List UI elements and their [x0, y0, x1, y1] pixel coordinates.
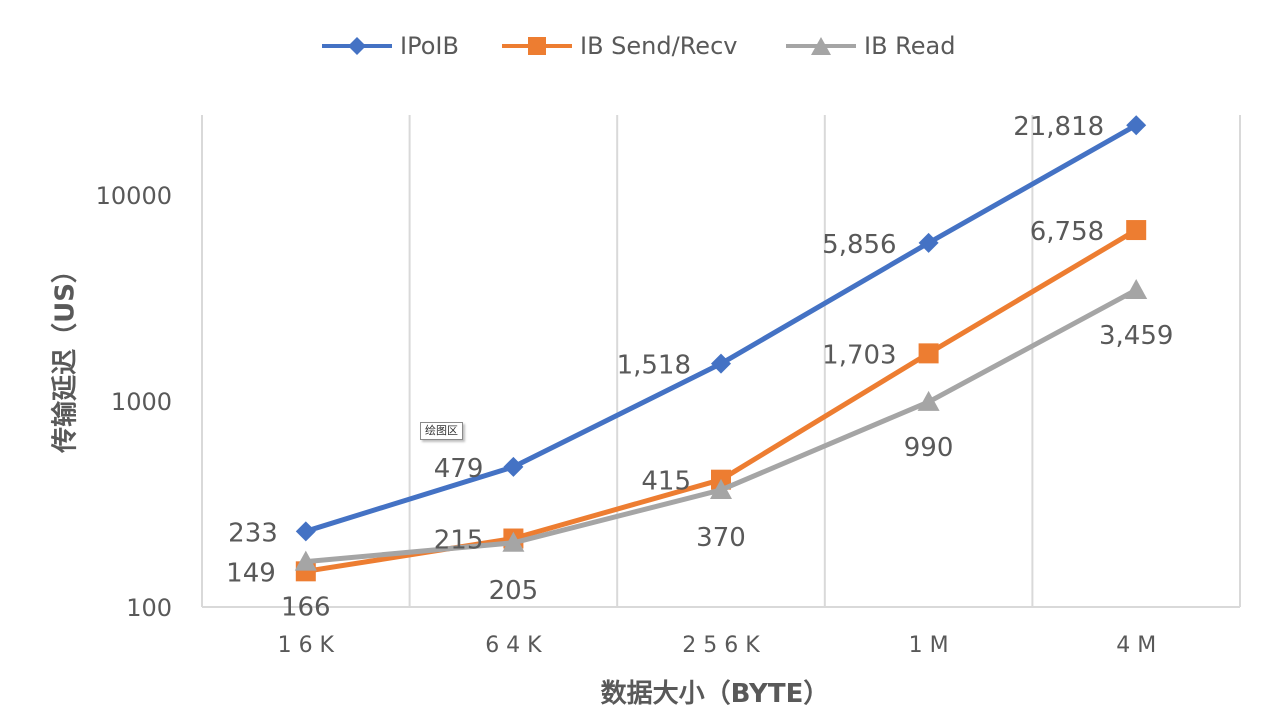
data-label: 21,818 — [1013, 112, 1104, 142]
data-point[interactable] — [1126, 220, 1147, 241]
data-label: 479 — [434, 454, 484, 484]
data-label: 166 — [281, 593, 331, 623]
data-label: 415 — [641, 467, 691, 497]
data-label: 205 — [489, 576, 539, 606]
y-axis-title: 传输延迟（US） — [50, 257, 81, 454]
data-point[interactable] — [1125, 278, 1148, 299]
data-label: 233 — [228, 518, 278, 548]
data-label: 1,703 — [822, 340, 896, 370]
data-point[interactable] — [502, 531, 525, 552]
diamond-marker-icon — [322, 37, 392, 55]
gridlines — [201, 115, 1241, 607]
square-marker-icon — [502, 37, 572, 55]
series-lines — [294, 115, 1148, 582]
data-labels: 233 479 1,518 5,856 21,818 149 215 415 1,703 6,75… — [226, 112, 1173, 622]
data-label: 1,518 — [617, 351, 691, 381]
data-point[interactable] — [295, 521, 316, 542]
data-point[interactable] — [711, 353, 731, 374]
legend-label: IB Read — [864, 32, 956, 60]
data-label: 990 — [904, 433, 954, 463]
legend-item-ib-read[interactable]: IB Read — [786, 26, 955, 66]
data-label: 5,856 — [822, 230, 896, 260]
series-line — [305, 227, 1138, 574]
x-tick-label: 6 4 K — [485, 633, 542, 658]
x-tick-label: 2 5 6 K — [682, 633, 760, 658]
triangle-marker-icon — [786, 37, 856, 55]
x-tick-label: 4 M — [1116, 633, 1156, 658]
x-tick-label: 1 M — [909, 633, 949, 658]
data-point[interactable] — [918, 343, 939, 364]
data-label: 3,459 — [1099, 321, 1173, 351]
y-tick-label: 100 — [126, 594, 172, 622]
x-axis-title: 数据大小（BYTE） — [601, 679, 830, 709]
data-label: 149 — [226, 558, 276, 588]
data-point[interactable] — [917, 390, 940, 411]
legend-label: IB Send/Recv — [580, 32, 738, 60]
y-tick-label: 1000 — [111, 388, 172, 416]
data-point[interactable] — [710, 478, 732, 499]
data-label: 370 — [696, 523, 746, 553]
tick-labels: 1 6 K 6 4 K 2 5 6 K 1 M 4 M 100 1000 10000 — [96, 182, 1157, 658]
data-label: 6,758 — [1030, 217, 1104, 247]
legend-item-ipoib[interactable]: IPoIB — [322, 26, 459, 66]
y-tick-label: 10000 — [96, 182, 172, 210]
x-tick-label: 1 6 K — [278, 633, 335, 658]
data-point[interactable] — [1126, 115, 1147, 136]
legend: IPoIB IB Send/Recv IB Read — [0, 26, 1272, 66]
svg-text:传输延迟（US）: 传输延迟（US） — [50, 257, 81, 454]
plot-area-tooltip: 绘图区 — [420, 422, 463, 440]
legend-label: IPoIB — [400, 32, 459, 60]
data-point[interactable] — [503, 456, 524, 477]
data-label: 215 — [434, 526, 484, 556]
data-point[interactable] — [918, 232, 939, 253]
legend-item-ib-send-recv[interactable]: IB Send/Recv — [502, 26, 737, 66]
data-point[interactable] — [294, 550, 317, 571]
